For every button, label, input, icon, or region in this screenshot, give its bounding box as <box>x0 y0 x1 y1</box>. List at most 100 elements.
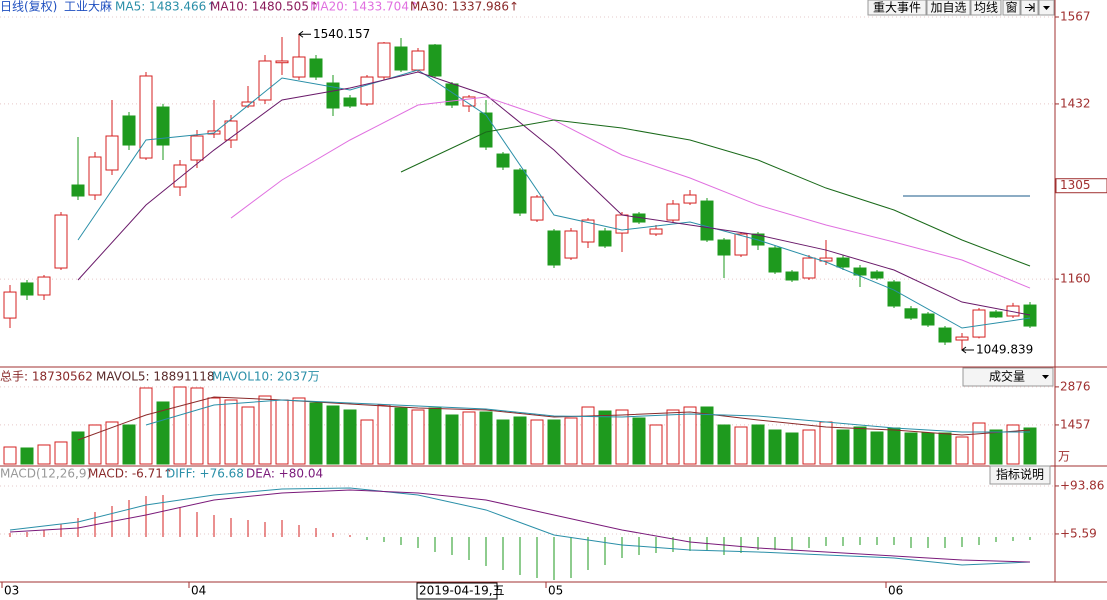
volume-bar <box>683 406 697 465</box>
volume-unit: 万 <box>1058 450 1070 464</box>
volume-bar <box>649 424 663 465</box>
volume-bar <box>88 424 102 465</box>
candle-body <box>37 276 51 296</box>
volume-bar <box>496 419 510 465</box>
candle-body <box>71 184 85 197</box>
candle-body <box>547 230 561 266</box>
toolbar-button[interactable] <box>970 0 1002 16</box>
volume-bar <box>258 395 272 465</box>
candle-body <box>343 97 357 107</box>
volume-header: MAVOL10: 2037万 <box>212 370 320 384</box>
volume-bar <box>513 416 527 465</box>
ma-label: MA10: 1480.505↑ <box>210 0 319 14</box>
dropdown-arrow <box>1042 375 1049 379</box>
candle-body <box>649 228 663 235</box>
candle-body <box>394 46 408 71</box>
ma-label: MA30: 1337.986↑ <box>410 0 519 14</box>
volume-bar <box>3 446 17 465</box>
volume-bar <box>598 410 612 465</box>
candle-body <box>411 50 425 71</box>
candle-body <box>173 164 187 188</box>
candle-body <box>1023 304 1037 327</box>
candle-body <box>938 327 952 343</box>
candle-body <box>955 336 969 341</box>
macd-header: MACD: -6.71↑ <box>88 467 173 481</box>
cursor-date-label: 2019-04-19,五 <box>419 584 505 598</box>
volume-bar <box>802 429 816 465</box>
volume-bar <box>581 406 595 465</box>
volume-bar <box>989 429 1003 465</box>
candle-body <box>496 153 510 168</box>
candle-body <box>326 82 340 109</box>
toolbar-button-label[interactable]: 重大事件 <box>873 1 921 15</box>
volume-bar <box>173 386 187 465</box>
volume-bar <box>768 429 782 465</box>
volume-bar <box>156 401 170 465</box>
y-tick-label: 1432 <box>1060 96 1091 110</box>
volume-header: MAVOL5: 18891118 <box>96 370 215 384</box>
toolbar-button[interactable] <box>1002 0 1021 16</box>
indicator-line <box>230 96 1031 289</box>
candle-body <box>156 106 170 146</box>
y-tick-label: +5.59 <box>1060 526 1097 540</box>
volume-bar <box>921 432 935 465</box>
volume-bar <box>1023 427 1037 465</box>
volume-bar <box>564 417 578 465</box>
volume-bar <box>870 431 884 465</box>
high-label: 1540.157 <box>313 27 370 41</box>
toolbar-button-label[interactable]: 加自选 <box>930 1 966 15</box>
x-tick-label: 05 <box>548 584 563 598</box>
candle-body <box>462 96 476 107</box>
toolbar-button[interactable] <box>926 0 971 16</box>
candle-body <box>989 311 1003 318</box>
candle-body <box>717 239 731 256</box>
volume-bar <box>394 407 408 465</box>
candle-body <box>258 60 272 101</box>
volume-bar <box>224 399 238 465</box>
candle-body <box>819 257 833 262</box>
candle-body <box>292 56 306 78</box>
indicator-selector[interactable] <box>962 367 1054 387</box>
x-tick-label: 06 <box>888 584 903 598</box>
candle-body <box>20 282 34 296</box>
volume-bar <box>819 421 833 465</box>
x-tick-label: 04 <box>191 584 206 598</box>
candle-body <box>700 200 714 241</box>
candle-body <box>139 75 153 159</box>
indicator-help-button[interactable] <box>989 465 1051 485</box>
volume-bar <box>411 409 425 465</box>
toolbar-button[interactable] <box>867 0 927 16</box>
volume-bar <box>717 424 731 465</box>
candle-body <box>105 135 119 171</box>
candle-body <box>734 233 748 256</box>
y-tick-label: 1160 <box>1060 272 1091 286</box>
candle-body <box>683 194 697 204</box>
stock-name: 工业大麻 <box>64 0 112 14</box>
indicator-help-label[interactable]: 指标说明 <box>996 467 1044 482</box>
toolbar-button-label[interactable]: 均线 <box>974 1 998 15</box>
volume-bar <box>632 417 646 465</box>
candle-body <box>479 112 493 148</box>
volume-bar <box>377 404 391 465</box>
candle-body <box>785 271 799 281</box>
volume-bar <box>428 407 442 465</box>
candle-body <box>666 203 680 221</box>
candle-body <box>564 230 578 259</box>
candle-body <box>190 135 204 161</box>
volume-bar <box>105 421 119 465</box>
indicator-line <box>145 399 1030 433</box>
low-label: 1049.839 <box>976 343 1033 357</box>
toolbar-button-label[interactable]: 窗 <box>1005 1 1017 15</box>
volume-bar <box>445 414 459 465</box>
indicator-line <box>400 119 1031 267</box>
volume-bar <box>836 429 850 465</box>
volume-bar <box>904 432 918 465</box>
volume-bar <box>666 409 680 465</box>
cursor-price-box <box>1055 178 1107 194</box>
volume-bar <box>547 419 561 465</box>
volume-bar <box>938 432 952 465</box>
candle-body <box>802 257 816 279</box>
indicator-selector-label[interactable]: 成交量 <box>989 369 1025 384</box>
volume-bar <box>122 424 136 465</box>
volume-bar <box>700 406 714 465</box>
